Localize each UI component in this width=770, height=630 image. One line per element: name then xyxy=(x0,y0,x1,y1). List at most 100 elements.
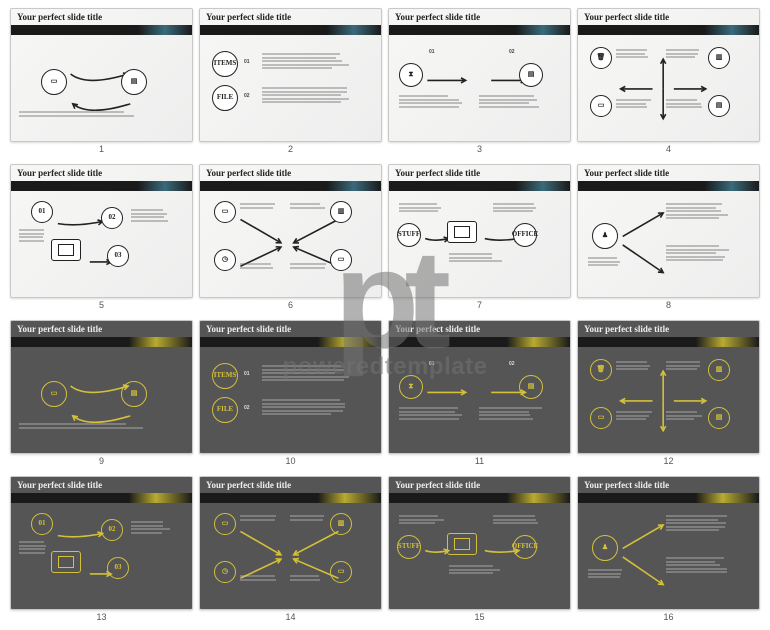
slide-thumbnail[interactable]: Your perfect slide title ⧗▤0102 xyxy=(388,8,571,142)
text-block xyxy=(262,365,360,383)
text-block xyxy=(399,95,469,109)
text-block xyxy=(19,229,49,243)
header-band xyxy=(389,337,570,347)
slide-thumbnail[interactable]: Your perfect slide title ⧗▤0102 xyxy=(388,320,571,454)
slide-cell: Your perfect slide title ▭▥◷▭ 6 xyxy=(199,164,382,310)
text-block xyxy=(666,49,706,60)
text-block xyxy=(290,575,330,582)
text-block xyxy=(666,203,736,221)
slide-body: ▭▤ xyxy=(11,39,192,141)
sketch-icon xyxy=(447,221,477,243)
doc-icon: ▥ xyxy=(330,513,352,535)
slide-header: Your perfect slide title xyxy=(200,9,381,39)
slide-thumbnail[interactable]: Your perfect slide title 🗑▥▭▤ xyxy=(577,320,760,454)
clock-icon: ◷ xyxy=(214,249,236,271)
text-block xyxy=(493,203,549,214)
phone-icon: ▭ xyxy=(214,513,236,535)
header-band xyxy=(11,493,192,503)
slide-header: Your perfect slide title xyxy=(11,477,192,507)
slide-thumbnail[interactable]: Your perfect slide title ♟ xyxy=(577,164,760,298)
slide-thumbnail[interactable]: Your perfect slide title STUFFOFFICE xyxy=(388,476,571,610)
notes-icon: ▤ xyxy=(121,69,147,95)
header-band xyxy=(200,181,381,191)
num-02: 02 xyxy=(244,405,250,412)
header-band xyxy=(200,493,381,503)
laptop-icon: ▭ xyxy=(41,69,67,95)
header-band xyxy=(389,181,570,191)
slide-thumbnail[interactable]: Your perfect slide title STUFFOFFICE xyxy=(388,164,571,298)
slide-cell: Your perfect slide title 🗑▥▭▤ 4 xyxy=(577,8,760,154)
notes-icon: ▤ xyxy=(708,95,730,117)
slide-body: STUFFOFFICE xyxy=(389,195,570,297)
slide-thumbnail[interactable]: Your perfect slide title ♟ xyxy=(577,476,760,610)
slide-number: 3 xyxy=(477,144,482,154)
slide-thumbnail[interactable]: Your perfect slide title 🗑▥▭▤ xyxy=(577,8,760,142)
header-band xyxy=(578,25,759,35)
slide-header: Your perfect slide title xyxy=(389,165,570,195)
text-block xyxy=(290,263,330,270)
slide-title: Your perfect slide title xyxy=(395,168,564,178)
slide-body: 🗑▥▭▤ xyxy=(578,39,759,141)
slide-number: 9 xyxy=(99,456,104,466)
slide-header: Your perfect slide title xyxy=(389,477,570,507)
slide-title: Your perfect slide title xyxy=(395,12,564,22)
arrows-icon xyxy=(389,39,570,141)
slide-title: Your perfect slide title xyxy=(206,168,375,178)
header-band xyxy=(11,25,192,35)
slide-thumbnail[interactable]: Your perfect slide title ▭▤ xyxy=(10,8,193,142)
slide-thumbnail[interactable]: Your perfect slide title ITEMSFILE0102 xyxy=(199,320,382,454)
slide-body: ▭▥◷▭ xyxy=(200,507,381,609)
num-01: 01 xyxy=(429,361,435,368)
header-band xyxy=(578,181,759,191)
slide-thumbnail[interactable]: Your perfect slide title ▭▥◷▭ xyxy=(199,164,382,298)
slide-thumbnail[interactable]: Your perfect slide title ▭▥◷▭ xyxy=(199,476,382,610)
slide-title: Your perfect slide title xyxy=(584,480,753,490)
text-block xyxy=(449,253,509,264)
num-01: 01 xyxy=(429,49,435,56)
device-icon: ▭ xyxy=(330,249,352,271)
slide-cell: Your perfect slide title ITEMSFILE0102 2 xyxy=(199,8,382,154)
slide-thumbnail[interactable]: Your perfect slide title ITEMSFILE0102 xyxy=(199,8,382,142)
slide-cell: Your perfect slide title ▭▥◷▭ 14 xyxy=(199,476,382,622)
slide-number: 12 xyxy=(663,456,673,466)
slide-body: ⧗▤0102 xyxy=(389,39,570,141)
slide-cell: Your perfect slide title STUFFOFFICE 15 xyxy=(388,476,571,622)
slide-thumbnail[interactable]: Your perfect slide title 010203 xyxy=(10,164,193,298)
items-icon: ITEMS xyxy=(212,363,238,389)
text-block xyxy=(399,203,449,214)
trash-icon: 🗑 xyxy=(590,47,612,69)
slide-number: 11 xyxy=(475,456,484,466)
slide-thumbnail[interactable]: Your perfect slide title ▭▤ xyxy=(10,320,193,454)
num-01: 01 xyxy=(244,59,250,66)
sketch-icon xyxy=(447,533,477,555)
slide-title: Your perfect slide title xyxy=(17,168,186,178)
book-icon: ▭ xyxy=(590,407,612,429)
doc-icon: ▥ xyxy=(330,201,352,223)
notes-icon: ▤ xyxy=(121,381,147,407)
slide-header: Your perfect slide title xyxy=(578,477,759,507)
slide-cell: Your perfect slide title ▭▤ 9 xyxy=(10,320,193,466)
header-band xyxy=(200,25,381,35)
text-block xyxy=(616,99,656,110)
slide-thumbnail[interactable]: Your perfect slide title 010203 xyxy=(10,476,193,610)
doc-icon: ▥ xyxy=(708,47,730,69)
slide-title: Your perfect slide title xyxy=(395,480,564,490)
num-02: 02 xyxy=(509,361,515,368)
slide-number: 5 xyxy=(99,300,104,310)
slide-title: Your perfect slide title xyxy=(395,324,564,334)
pawn-icon: ♟ xyxy=(592,223,618,249)
slide-number: 2 xyxy=(288,144,293,154)
slide-number: 6 xyxy=(288,300,293,310)
text-block xyxy=(666,245,736,263)
slide-header: Your perfect slide title xyxy=(389,321,570,351)
text-block xyxy=(666,361,706,372)
slide-title: Your perfect slide title xyxy=(206,480,375,490)
slide-title: Your perfect slide title xyxy=(17,480,186,490)
slide-number: 8 xyxy=(666,300,671,310)
slide-body: ♟ xyxy=(578,507,759,609)
slide-header: Your perfect slide title xyxy=(578,9,759,39)
text-block xyxy=(240,515,280,522)
text-block xyxy=(666,99,706,110)
clock-icon: ◷ xyxy=(214,561,236,583)
slide-body: 010203 xyxy=(11,507,192,609)
